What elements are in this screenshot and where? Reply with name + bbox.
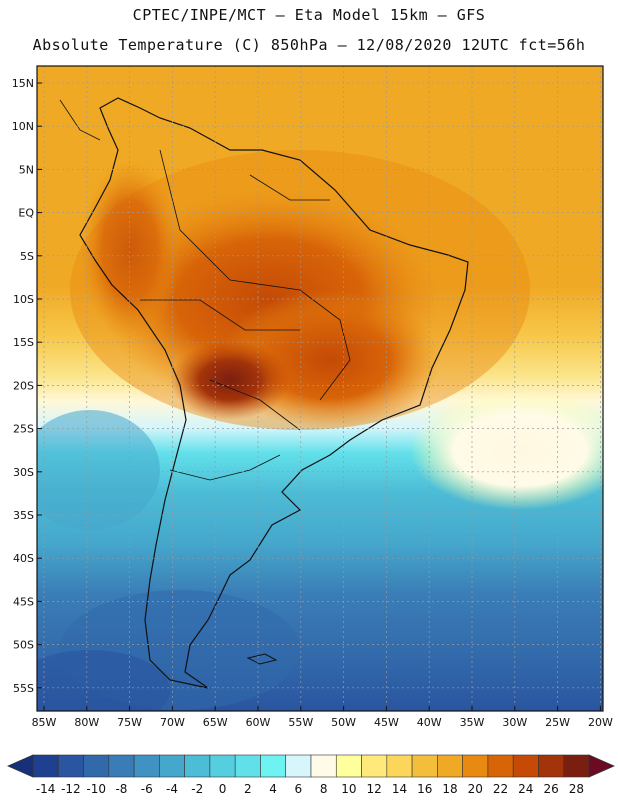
colorbar-label: 6: [295, 782, 303, 796]
lon-label: 50W: [331, 716, 356, 729]
lat-label: 15N: [12, 77, 34, 90]
continent-outline: [79, 97, 469, 689]
colorbar-swatch: [209, 754, 236, 778]
colorbar-swatch: [57, 754, 84, 778]
colorbar-swatch: [538, 754, 565, 778]
colorbar-label: -6: [141, 782, 153, 796]
colorbar-swatch: [386, 754, 413, 778]
colorbar-swatch: [310, 754, 337, 778]
lat-label: 35S: [13, 509, 34, 522]
lon-label: 35W: [460, 716, 485, 729]
colorbar-label: 14: [392, 782, 407, 796]
colorbar-swatch: [437, 754, 463, 778]
chart-title-line1: CPTEC/INPE/MCT – Eta Model 15km – GFS: [132, 6, 486, 24]
colorbar-label: 8: [320, 782, 328, 796]
lon-label: 85W: [32, 716, 57, 729]
colorbar-label: 4: [269, 782, 277, 796]
colorbar-label: -8: [115, 782, 127, 796]
colorbar-label: 16: [417, 782, 432, 796]
colorbar-swatch: [512, 754, 539, 778]
colorbar-swatch: [563, 754, 590, 778]
lat-label: 25S: [13, 423, 34, 436]
colorbar-swatch: [83, 754, 110, 778]
colorbar-under-arrow: [7, 754, 34, 778]
colorbar-swatch: [285, 754, 312, 778]
lon-label: 25W: [545, 716, 570, 729]
lat-label: 20S: [13, 379, 34, 392]
lon-label: 20W: [588, 716, 613, 729]
colorbar-label: 24: [518, 782, 533, 796]
temperature-field: [37, 66, 603, 711]
longitude-labels: 85W 80W 75W 70W 65W 60W 55W 50W 45W 40W 35W 30W 25W 2…: [32, 716, 613, 729]
lon-label: 65W: [203, 716, 228, 729]
lat-label: 40S: [13, 552, 34, 565]
colorbar-label: -4: [166, 782, 178, 796]
lon-label: 45W: [374, 716, 399, 729]
lat-label: 10S: [13, 293, 34, 306]
graticule: [37, 66, 603, 711]
lat-label: 5S: [20, 250, 34, 263]
colorbar-label: 26: [543, 782, 558, 796]
lon-label: 75W: [117, 716, 142, 729]
lat-label: 45S: [13, 595, 34, 608]
map-frame: [36, 65, 604, 712]
lon-label: 55W: [288, 716, 313, 729]
colorbar-swatch: [335, 754, 362, 778]
colorbar-label: -14: [36, 782, 56, 796]
colorbar-swatch: [184, 754, 211, 778]
colorbar-swatch: [159, 754, 185, 778]
lat-label: 5N: [19, 163, 34, 176]
colorbar-label: 22: [493, 782, 508, 796]
colorbar-label: -2: [191, 782, 203, 796]
lon-label: 30W: [502, 716, 527, 729]
lon-label: 80W: [74, 716, 99, 729]
colorbar-swatch: [361, 754, 388, 778]
colorbar-over-arrow: [588, 754, 615, 778]
lat-label: 55S: [13, 682, 34, 695]
lon-label: 60W: [246, 716, 271, 729]
colorbar-swatch: [32, 754, 59, 778]
colorbar-label: 0: [219, 782, 227, 796]
colorbar-label: 10: [341, 782, 356, 796]
chart-title-line2: Absolute Temperature (C) 850hPa – 12/08/…: [32, 36, 586, 54]
colorbar-swatch: [234, 754, 261, 778]
colorbar-label: 20: [468, 782, 483, 796]
latitude-labels: 15N 10N 5N EQ 5S 10S 15S 20S 25S 30S 35S 40S 45S 50S 5…: [12, 77, 35, 695]
lat-label: 10N: [12, 120, 34, 133]
colorbar-label: 2: [244, 782, 252, 796]
colorbar-swatch: [108, 754, 135, 778]
lon-label: 40W: [417, 716, 442, 729]
colorbar: -14 -12 -10 -8 -6 -4 -2 0 2 4 6 8 10 12 14 16 18 20 22 24 26…: [7, 754, 615, 796]
colorbar-swatch: [487, 754, 514, 778]
lon-label: 70W: [160, 716, 185, 729]
lat-label: 50S: [13, 639, 34, 652]
colorbar-label: 28: [569, 782, 584, 796]
colorbar-label: 18: [442, 782, 457, 796]
colorbar-label: -10: [86, 782, 106, 796]
colorbar-swatch: [133, 754, 160, 778]
colorbar-label: 12: [367, 782, 382, 796]
lat-label: 30S: [13, 466, 34, 479]
lat-label: 15S: [13, 336, 34, 349]
colorbar-swatch: [260, 754, 287, 778]
lat-label: EQ: [18, 207, 34, 220]
colorbar-label: -12: [61, 782, 81, 796]
colorbar-swatch: [462, 754, 489, 778]
colorbar-swatch: [411, 754, 438, 778]
